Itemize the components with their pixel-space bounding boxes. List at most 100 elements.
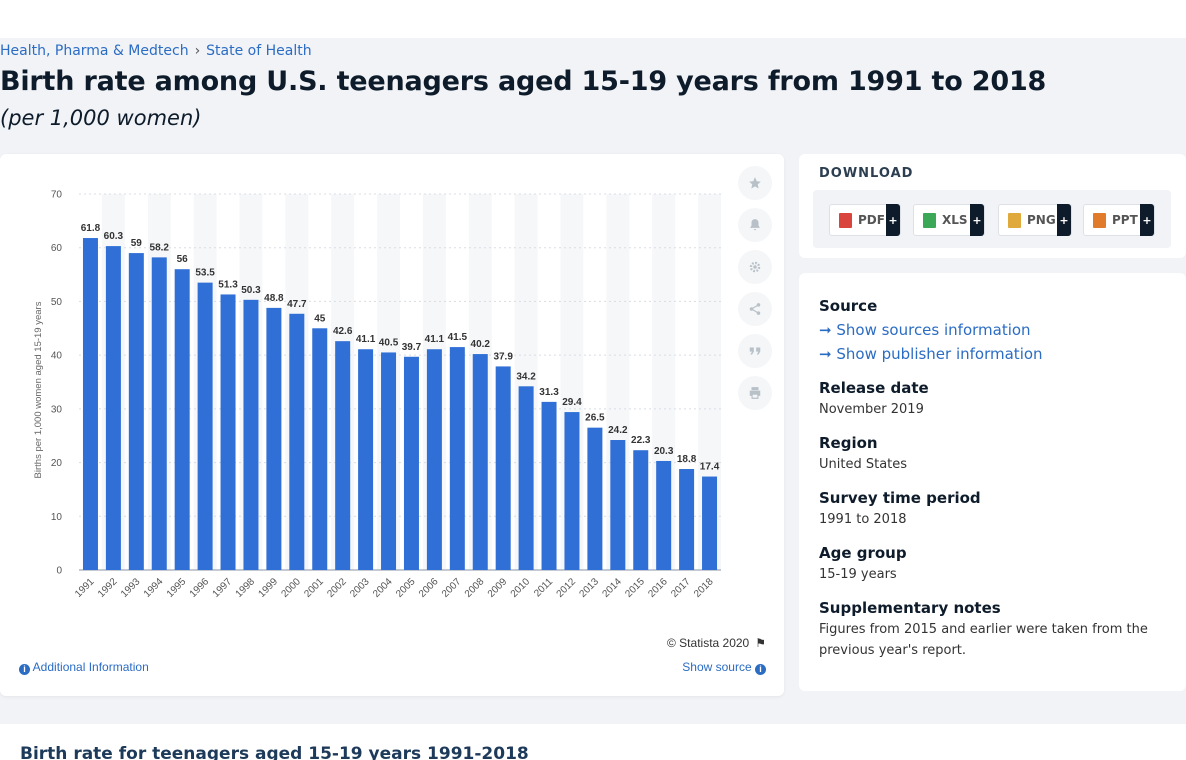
grid-band <box>698 194 721 570</box>
data-label: 22.3 <box>631 435 651 446</box>
bar <box>541 401 557 570</box>
bar <box>495 366 511 570</box>
bar <box>610 440 626 570</box>
additional-information-label: Additional Information <box>32 660 149 674</box>
bar <box>358 349 374 570</box>
bar <box>656 460 672 570</box>
breadcrumb: Health, Pharma & Medtech › State of Health <box>0 43 312 59</box>
x-tick-label: 2003 <box>348 576 372 600</box>
data-label: 60.3 <box>104 231 124 242</box>
download-title: DOWNLOAD <box>819 166 914 181</box>
x-tick-label: 1991 <box>73 576 97 600</box>
bar <box>472 354 488 570</box>
data-label: 59 <box>131 238 143 249</box>
bar <box>312 328 328 570</box>
share-icon <box>749 303 761 315</box>
supplementary-notes-label: Supplementary notes <box>819 599 1001 617</box>
share-button[interactable] <box>738 292 772 326</box>
data-label: 40.2 <box>471 339 491 350</box>
chart-card: 0 10 20 30 40 50 60 70 Births per 1,000 women ag… <box>0 154 784 696</box>
print-button[interactable] <box>738 376 772 410</box>
flag-icon[interactable]: ⚑ <box>755 636 766 650</box>
breadcrumb-topic-link[interactable]: State of Health <box>206 43 312 59</box>
plus-icon: + <box>970 204 984 236</box>
show-sources-link[interactable]: ➞ Show sources information <box>819 321 1031 339</box>
x-tick-label: 1999 <box>257 576 281 600</box>
related-statistic-title: Birth rate for teenagers aged 15-19 year… <box>20 744 529 760</box>
additional-information-link[interactable]: i Additional Information <box>19 660 149 675</box>
page-title: Birth rate among U.S. teenagers aged 15-… <box>0 66 1047 97</box>
download-xls-button[interactable]: XLS + <box>913 204 985 236</box>
x-tick-label: 2009 <box>486 576 510 600</box>
bell-icon <box>750 219 760 231</box>
x-tick-label: 2010 <box>509 576 533 600</box>
show-source-label: Show source <box>682 660 752 674</box>
download-buttons: PDF + XLS + PNG + PPT + <box>813 190 1171 248</box>
png-file-icon <box>1008 212 1021 228</box>
y-tick-label: 40 <box>51 351 63 362</box>
top-navigation-bar <box>0 0 1186 38</box>
x-tick-label: 1997 <box>211 576 235 600</box>
data-label: 50.3 <box>241 285 261 296</box>
x-tick-label: 1993 <box>119 576 143 600</box>
plus-icon: + <box>1140 204 1154 236</box>
favorite-button[interactable] <box>738 166 772 200</box>
bar <box>587 427 603 570</box>
bar <box>289 313 305 570</box>
download-pdf-button[interactable]: PDF + <box>829 204 901 236</box>
star-icon <box>749 177 761 189</box>
y-tick-label: 20 <box>51 458 63 469</box>
bar <box>633 450 649 570</box>
download-png-button[interactable]: PNG + <box>998 204 1072 236</box>
show-publisher-link[interactable]: ➞ Show publisher information <box>819 345 1043 363</box>
bar <box>266 307 282 570</box>
quote-icon <box>749 347 761 355</box>
data-label: 53.5 <box>195 268 215 279</box>
print-icon <box>749 387 761 399</box>
x-tick-label: 2001 <box>302 576 326 600</box>
x-tick-label: 2006 <box>417 576 441 600</box>
age-group-value: 15-19 years <box>819 567 897 582</box>
data-label: 45 <box>314 313 326 324</box>
data-label: 29.4 <box>562 397 582 408</box>
x-tick-label: 1992 <box>96 576 120 600</box>
bar <box>197 282 213 570</box>
bar <box>174 269 190 570</box>
data-label: 31.3 <box>539 387 559 398</box>
y-tick-label: 0 <box>56 566 62 577</box>
info-icon: i <box>19 664 30 675</box>
x-tick-label: 2005 <box>394 576 418 600</box>
bar <box>128 253 144 570</box>
pdf-file-icon <box>839 212 852 228</box>
x-tick-label: 2000 <box>279 576 303 600</box>
bar <box>449 347 465 570</box>
release-date-value: November 2019 <box>819 402 924 417</box>
show-source-link[interactable]: Show source i <box>682 660 766 675</box>
data-label: 39.7 <box>402 342 422 353</box>
breadcrumb-category-link[interactable]: Health, Pharma & Medtech <box>0 43 189 59</box>
y-tick-label: 70 <box>51 190 63 201</box>
download-format-label: PNG <box>1027 213 1056 227</box>
data-label: 42.6 <box>333 326 353 337</box>
download-card: DOWNLOAD PDF + XLS + PNG + PPT + <box>799 154 1186 258</box>
x-tick-label: 2007 <box>440 576 464 600</box>
data-label: 17.4 <box>700 462 720 473</box>
data-label: 26.5 <box>585 413 605 424</box>
statistic-details-card: Source ➞ Show sources information ➞ Show… <box>799 273 1186 691</box>
download-format-label: PPT <box>1112 213 1138 227</box>
bar <box>82 238 98 570</box>
download-ppt-button[interactable]: PPT + <box>1083 204 1155 236</box>
bar <box>105 246 121 571</box>
settings-button[interactable] <box>738 250 772 284</box>
data-label: 48.8 <box>264 293 284 304</box>
x-tick-label: 1998 <box>234 576 258 600</box>
age-group-label: Age group <box>819 544 907 562</box>
cite-button[interactable] <box>738 334 772 368</box>
data-label: 58.2 <box>150 242 170 253</box>
plus-icon: + <box>1057 204 1071 236</box>
survey-period-value: 1991 to 2018 <box>819 512 907 527</box>
y-tick-label: 60 <box>51 243 63 254</box>
source-label: Source <box>819 297 878 315</box>
x-tick-label: 2016 <box>646 576 670 600</box>
notification-button[interactable] <box>738 208 772 242</box>
